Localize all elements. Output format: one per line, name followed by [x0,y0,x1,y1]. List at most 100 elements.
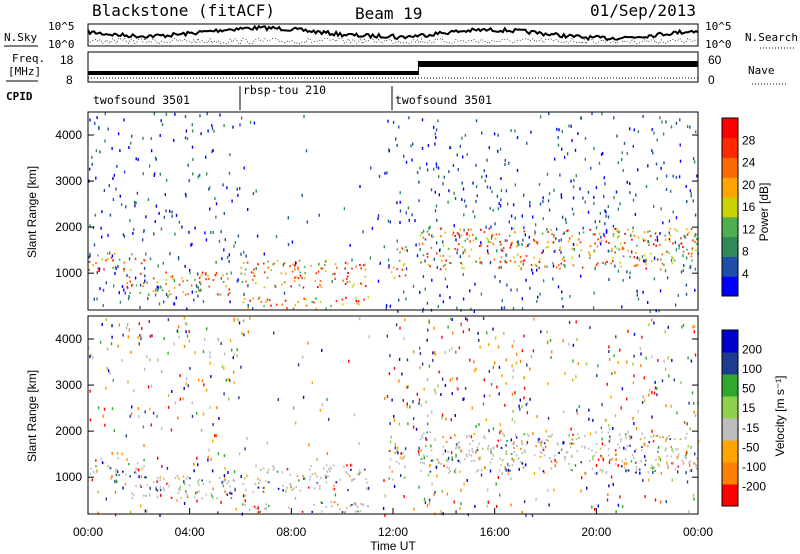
scatter-cell [675,121,678,125]
scatter-cell [605,210,607,214]
scatter-cell [637,264,639,267]
scatter-cell [669,234,672,237]
scatter-cell [131,492,133,495]
nsky-frame [87,23,699,47]
scatter-cell [629,191,631,195]
scatter-cell [560,448,563,451]
scatter-cell [604,444,606,447]
scatter-cell [385,304,388,308]
scatter-cell [170,292,172,295]
scatter-cell [132,493,135,496]
scatter-cell [469,289,471,293]
scatter-cell [398,275,401,278]
scatter-cell [150,149,153,153]
scatter-cell [653,131,655,135]
scatter-cell [510,288,512,292]
scatter-cell [428,226,430,230]
scatter-cell [462,251,464,255]
scatter-cell [190,284,193,287]
scatter-cell [677,293,679,297]
scatter-cell [149,407,151,411]
colorbar-swatch [722,462,738,485]
scatter-cell [500,447,503,449]
scatter-cell [635,466,638,469]
scatter-cell [605,214,607,218]
scatter-cell [389,220,391,224]
scatter-cell [578,436,580,439]
scatter-cell [460,502,462,506]
scatter-cell [160,493,162,497]
scatter-cell [355,296,357,299]
scatter-cell [196,285,198,288]
scatter-cell [665,439,667,443]
scatter-cell [670,445,672,448]
scatter-cell [334,493,337,497]
scatter-cell [303,297,305,300]
scatter-cell [556,127,558,131]
scatter-cell [634,450,636,453]
scatter-cell [644,495,646,499]
scatter-cell [185,477,188,480]
scatter-cell [513,420,516,424]
scatter-cell [525,278,527,282]
scatter-cell [233,381,235,385]
scatter-cell [462,297,465,301]
scatter-cell [264,507,266,510]
scatter-cell [594,233,596,236]
scatter-cell [352,478,355,481]
scatter-cell [131,283,134,286]
freq-bar-low [88,71,419,75]
scatter-cell [500,243,502,246]
scatter-cell [191,414,194,418]
scatter-cell [286,307,288,310]
scatter-cell [327,468,330,471]
scatter-cell [474,504,476,508]
scatter-cell [301,193,303,197]
scatter-cell [580,116,582,120]
scatter-cell [600,242,602,246]
scatter-cell [472,210,474,214]
scatter-cell [401,268,404,271]
scatter-cell [212,231,214,234]
scatter-cell [360,471,362,474]
scatter-cell [301,510,304,513]
scatter-cell [648,323,650,327]
scatter-cell [101,461,104,465]
scatter-cell [533,317,535,321]
scatter-cell [486,504,488,508]
scatter-cell [593,195,595,199]
scatter-cell [386,395,389,398]
scatter-cell [602,261,604,264]
scatter-cell [210,375,212,379]
scatter-cell [276,470,279,473]
scatter-cell [512,442,515,445]
scatter-cell [253,268,255,271]
scatter-cell [572,212,575,216]
scatter-cell [341,298,344,301]
scatter-cell [561,130,563,133]
scatter-cell [571,438,573,441]
scatter-cell [682,246,684,249]
scatter-cell [688,510,690,514]
scatter-cell [504,403,506,407]
scatter-cell [557,285,560,289]
scatter-cell [569,468,572,471]
scatter-cell [636,256,639,260]
scatter-cell [247,284,249,288]
scatter-cell [353,502,355,506]
scatter-cell [287,243,290,247]
scatter-cell [145,476,148,479]
scatter-cell [212,423,214,427]
scatter-cell [575,320,577,324]
scatter-cell [505,444,507,447]
scatter-cell [357,472,359,475]
scatter-cell [126,458,128,462]
scatter-cell [578,254,581,258]
scatter-cell [252,307,254,311]
scatter-cell [427,473,430,477]
scatter-cell [202,350,205,354]
scatter-cell [689,189,691,193]
scatter-cell [554,249,556,253]
scatter-cell [692,157,695,161]
scatter-cell [575,174,577,178]
